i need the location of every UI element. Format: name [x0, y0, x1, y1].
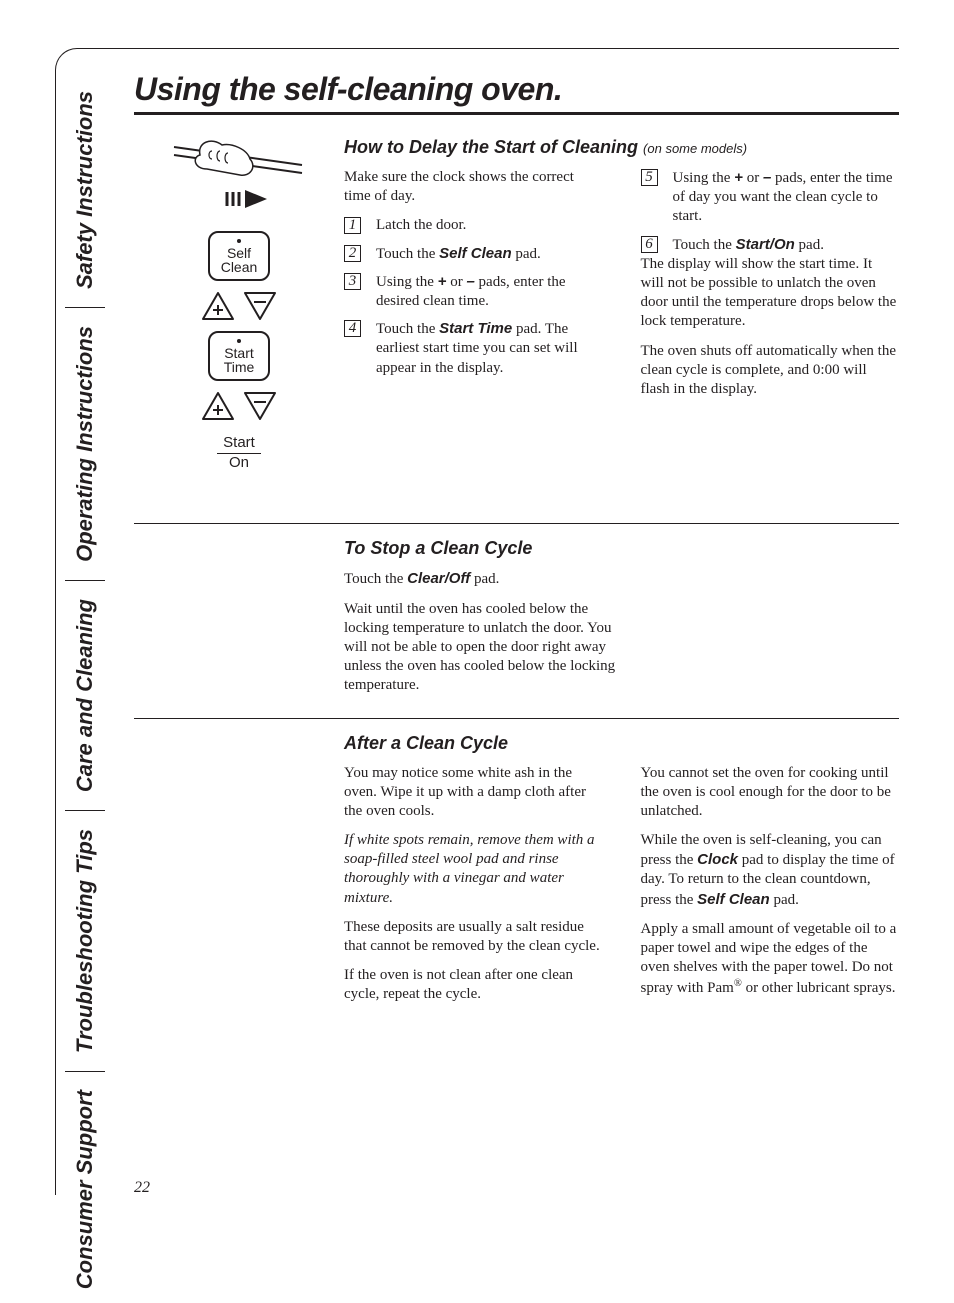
after-text: After a Clean Cycle You may notice some … [344, 733, 899, 1012]
step-bold: – [466, 273, 474, 290]
minus-pad-icon [243, 291, 277, 321]
step-number-icon: 6 [641, 236, 658, 253]
bold-text: Self Clean [697, 891, 770, 908]
tab-operating-instructions: Operating Instructions [72, 312, 98, 576]
stop-text: To Stop a Clean Cycle Touch the Clear/Of… [344, 538, 624, 705]
pad-label: Time [224, 360, 255, 374]
after-right-p3: Apply a small amount of vegetable oil to… [641, 920, 900, 999]
pad-label: Self [227, 246, 251, 260]
pad-label: Start [224, 346, 254, 360]
bold-text: Clear/Off [407, 570, 470, 587]
step-3: 3 Using the + or – pads, enter the desir… [344, 272, 603, 311]
start-on-line2: On [217, 455, 261, 472]
step-bold: Start Time [439, 320, 512, 337]
step-bold: Start/On [736, 236, 795, 253]
delay-right-p1: The display will show the start time. It… [641, 255, 900, 332]
tab-divider [65, 307, 105, 308]
step-text: Latch the door. [376, 217, 466, 233]
stop-p1: Touch the Clear/Off pad. [344, 569, 624, 589]
step-4: 4 Touch the Start Time pad. The earliest… [344, 319, 603, 378]
section-after: After a Clean Cycle You may notice some … [134, 733, 899, 1012]
text: pad. [770, 892, 799, 908]
step-bold: + [734, 169, 743, 186]
section-stop: To Stop a Clean Cycle Touch the Clear/Of… [134, 538, 899, 705]
step-text: pad. [512, 246, 541, 262]
delay-intro: Make sure the clock shows the correct ti… [344, 168, 603, 206]
heading-text: How to Delay the Start of Cleaning [344, 137, 638, 157]
title-rule [134, 112, 899, 115]
text: pad. [470, 571, 499, 587]
after-p4: If the oven is not clean after one clean… [344, 966, 603, 1004]
step-text: Using the [376, 274, 438, 290]
after-heading: After a Clean Cycle [344, 733, 899, 754]
after-right-p2: While the oven is self-cleaning, you can… [641, 831, 900, 910]
hand-latch-illustration [172, 137, 307, 217]
illustration-column: Self Clean Start Time [134, 137, 344, 471]
sidebar-tabs: Safety Instructions Operating Instructio… [55, 77, 115, 1185]
text: Touch the [344, 571, 407, 587]
step-text: Touch the [673, 237, 736, 253]
tab-care-and-cleaning: Care and Cleaning [72, 585, 98, 806]
start-time-pad-icon: Start Time [208, 331, 270, 381]
plus-pad-icon [201, 391, 235, 421]
section-divider [134, 718, 899, 719]
stop-p2: Wait until the oven has cooled below the… [344, 600, 624, 696]
stop-heading: To Stop a Clean Cycle [344, 538, 624, 559]
plus-pad-icon [201, 291, 235, 321]
tab-troubleshooting-tips: Troubleshooting Tips [72, 815, 98, 1067]
step-bold: Self Clean [439, 245, 512, 262]
pad-label: Clean [221, 260, 258, 274]
step-number-icon: 3 [344, 273, 361, 290]
after-p3: These deposits are usually a salt residu… [344, 918, 603, 956]
delay-heading: How to Delay the Start of Cleaning (on s… [344, 137, 899, 158]
plus-minus-row [201, 391, 277, 421]
self-clean-pad-icon: Self Clean [208, 231, 270, 281]
tab-divider [65, 1071, 105, 1072]
tab-consumer-support: Consumer Support [72, 1076, 98, 1303]
step-text: Using the [673, 170, 735, 186]
step-number-icon: 2 [344, 245, 361, 262]
bold-text: Clock [697, 851, 738, 868]
step-1: 1 Latch the door. [344, 216, 603, 235]
minus-pad-icon [243, 391, 277, 421]
step-5: 5 Using the + or – pads, enter the time … [641, 168, 900, 227]
after-p1: You may notice some white ash in the ove… [344, 764, 603, 822]
step-number-icon: 5 [641, 169, 658, 186]
start-on-line1: Start [217, 435, 261, 452]
step-2: 2 Touch the Self Clean pad. [344, 244, 603, 264]
tab-divider [65, 810, 105, 811]
step-text: or [743, 170, 763, 186]
after-right-p1: You cannot set the oven for cooking unti… [641, 764, 900, 822]
start-on-label: Start On [217, 435, 261, 471]
plus-minus-row [201, 291, 277, 321]
step-6: 6 Touch the Start/On pad. [641, 235, 900, 255]
step-text: pad. [795, 237, 824, 253]
tab-divider [65, 580, 105, 581]
page-frame: Safety Instructions Operating Instructio… [55, 48, 899, 1195]
step-number-icon: 4 [344, 320, 361, 337]
delay-right-p2: The oven shuts off automatically when th… [641, 342, 900, 400]
delay-text: How to Delay the Start of Cleaning (on s… [344, 137, 899, 511]
step-number-icon: 1 [344, 217, 361, 234]
tab-safety-instructions: Safety Instructions [72, 77, 98, 303]
main-content: Using the self-cleaning oven. [134, 71, 899, 1012]
step-text: or [446, 274, 466, 290]
page-number: 22 [134, 1179, 150, 1197]
step-text: Touch the [376, 321, 439, 337]
step-text: Touch the [376, 246, 439, 262]
after-p2-italic: If white spots remain, remove them with … [344, 831, 603, 908]
section-delay: Self Clean Start Time [134, 137, 899, 511]
heading-note: (on some models) [643, 141, 747, 156]
page-title: Using the self-cleaning oven. [134, 71, 899, 108]
section-divider [134, 523, 899, 524]
